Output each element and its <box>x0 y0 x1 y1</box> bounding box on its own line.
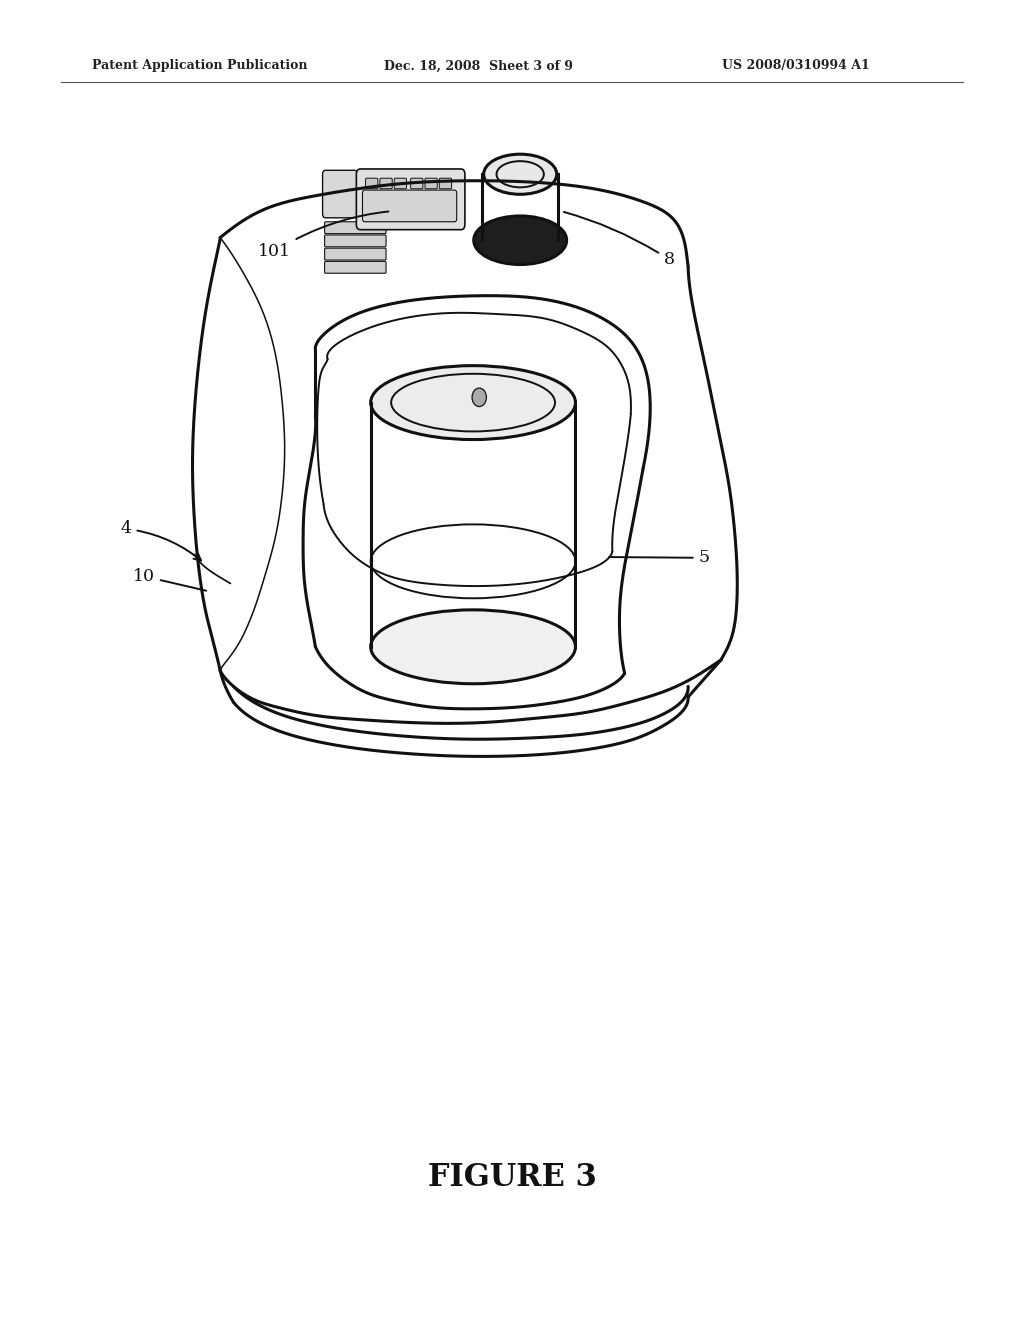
FancyBboxPatch shape <box>325 222 386 234</box>
Text: 4: 4 <box>121 520 201 561</box>
FancyBboxPatch shape <box>323 170 357 218</box>
FancyBboxPatch shape <box>411 178 423 189</box>
Text: Dec. 18, 2008  Sheet 3 of 9: Dec. 18, 2008 Sheet 3 of 9 <box>384 59 573 73</box>
FancyBboxPatch shape <box>356 169 465 230</box>
Text: US 2008/0310994 A1: US 2008/0310994 A1 <box>722 59 869 73</box>
FancyBboxPatch shape <box>325 261 386 273</box>
Ellipse shape <box>474 216 566 264</box>
FancyBboxPatch shape <box>425 178 437 189</box>
FancyBboxPatch shape <box>394 178 407 189</box>
Text: 10: 10 <box>133 568 206 591</box>
FancyBboxPatch shape <box>380 178 392 189</box>
Ellipse shape <box>371 610 575 684</box>
Text: 5: 5 <box>609 549 710 566</box>
Text: 101: 101 <box>258 211 388 260</box>
FancyBboxPatch shape <box>325 235 386 247</box>
Ellipse shape <box>371 366 575 440</box>
FancyBboxPatch shape <box>325 248 386 260</box>
Text: 8: 8 <box>564 213 675 268</box>
Text: Patent Application Publication: Patent Application Publication <box>92 59 307 73</box>
Circle shape <box>472 388 486 407</box>
Text: FIGURE 3: FIGURE 3 <box>428 1162 596 1193</box>
Ellipse shape <box>483 154 557 194</box>
FancyBboxPatch shape <box>439 178 452 189</box>
FancyBboxPatch shape <box>362 190 457 222</box>
FancyBboxPatch shape <box>366 178 378 189</box>
